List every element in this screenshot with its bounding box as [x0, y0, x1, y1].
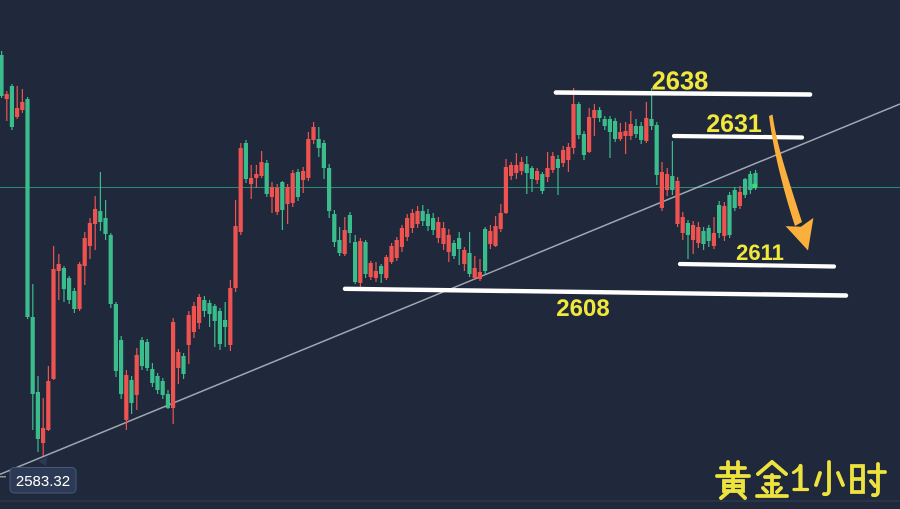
svg-text:2608: 2608 — [556, 295, 609, 322]
svg-text:2611: 2611 — [736, 240, 784, 265]
svg-text:2583.32: 2583.32 — [16, 473, 70, 490]
svg-text:2631: 2631 — [706, 110, 762, 138]
svg-text:2638: 2638 — [652, 68, 709, 96]
